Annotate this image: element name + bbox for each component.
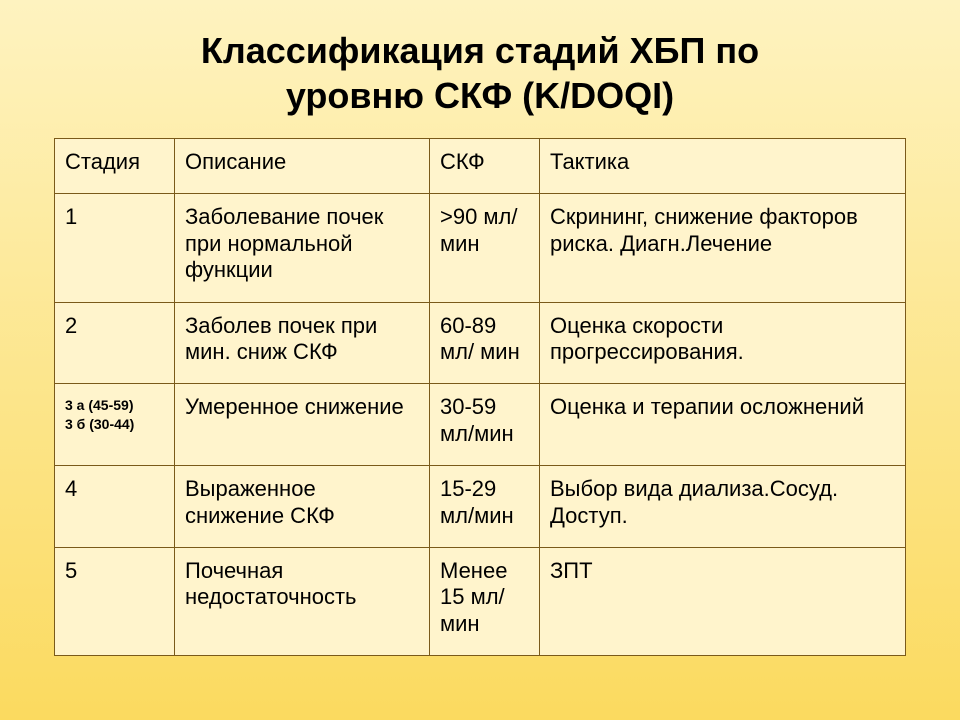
table-row: 2 Заболев почек при мин. сниж СКФ 60-89 … <box>55 302 906 384</box>
table-row: 1 Заболевание почек при нормальной функц… <box>55 194 906 302</box>
table-header-row: Стадия Описание СКФ Тактика <box>55 139 906 194</box>
cell-gfr: 30-59 мл/мин <box>430 384 540 466</box>
col-header-tactic: Тактика <box>540 139 906 194</box>
cell-stage: 2 <box>55 302 175 384</box>
slide-title: Классификация стадий ХБП по уровню СКФ (… <box>84 28 876 118</box>
cell-tactic: Оценка и терапии осложнений <box>540 384 906 466</box>
cell-desc: Заболевание почек при нормальной функции <box>175 194 430 302</box>
table-row: 4 Выраженное снижение СКФ 15-29 мл/мин В… <box>55 466 906 548</box>
cell-desc: Почечная недостаточность <box>175 547 430 655</box>
cell-stage: 5 <box>55 547 175 655</box>
cell-stage: 1 <box>55 194 175 302</box>
cell-desc: Умеренное снижение <box>175 384 430 466</box>
cell-tactic: Оценка скорости прогрессирования. <box>540 302 906 384</box>
cell-desc: Заболев почек при мин. сниж СКФ <box>175 302 430 384</box>
cell-gfr: 60-89 мл/ мин <box>430 302 540 384</box>
cell-gfr: Менее 15 мл/мин <box>430 547 540 655</box>
cell-desc: Выраженное снижение СКФ <box>175 466 430 548</box>
col-header-stage: Стадия <box>55 139 175 194</box>
cell-tactic: Скрининг, снижение факторов риска. Диагн… <box>540 194 906 302</box>
cell-gfr: 15-29 мл/мин <box>430 466 540 548</box>
col-header-gfr: СКФ <box>430 139 540 194</box>
cell-stage-3-split: 3 а (45-59) 3 б (30-44) <box>55 384 175 466</box>
slide: Классификация стадий ХБП по уровню СКФ (… <box>0 0 960 720</box>
ckd-stage-table: Стадия Описание СКФ Тактика 1 Заболевани… <box>54 138 906 656</box>
table-row: 5 Почечная недостаточность Менее 15 мл/м… <box>55 547 906 655</box>
col-header-desc: Описание <box>175 139 430 194</box>
cell-stage: 4 <box>55 466 175 548</box>
table-row: 3 а (45-59) 3 б (30-44) Умеренное снижен… <box>55 384 906 466</box>
cell-gfr: >90 мл/ мин <box>430 194 540 302</box>
cell-tactic: ЗПТ <box>540 547 906 655</box>
cell-tactic: Выбор вида диализа.Сосуд. Доступ. <box>540 466 906 548</box>
